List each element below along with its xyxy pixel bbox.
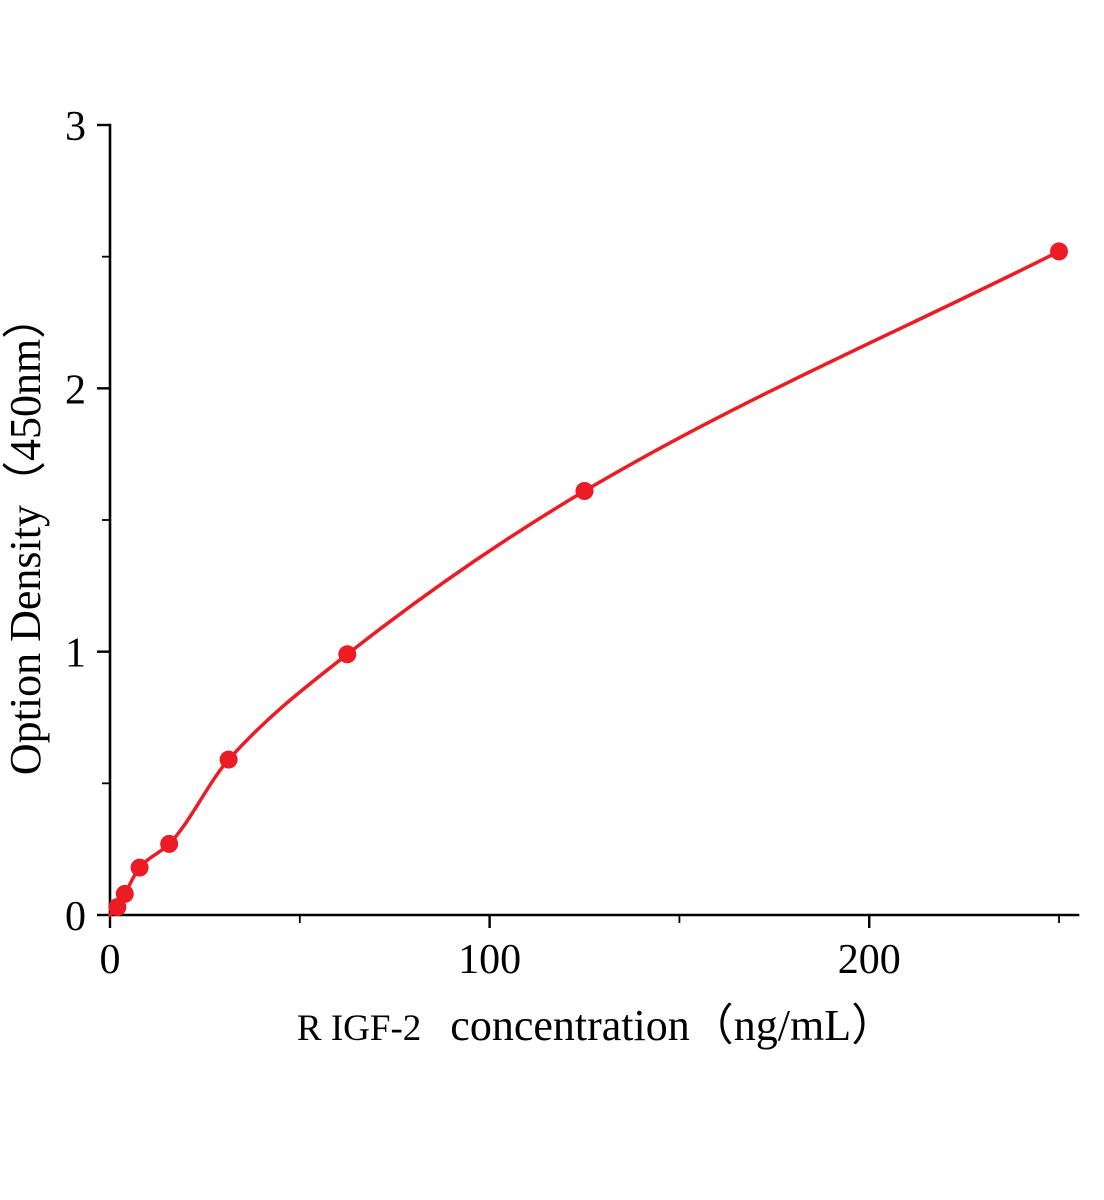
y-tick-label: 2 bbox=[65, 367, 86, 413]
data-point bbox=[338, 645, 357, 664]
minor-ticks bbox=[102, 255, 1060, 923]
y-axis-title: Option Density（450nm） bbox=[1, 295, 50, 775]
x-tick-label: 0 bbox=[100, 937, 121, 983]
x-axis-title: R IGF-2 concentration（ng/mL） bbox=[297, 1001, 895, 1050]
data-point-markers bbox=[108, 242, 1068, 917]
x-tick-label: 200 bbox=[838, 937, 901, 983]
y-tick-label: 1 bbox=[65, 631, 86, 677]
y-tick-label: 0 bbox=[65, 894, 86, 940]
x-tick-label: 100 bbox=[458, 937, 521, 983]
x-axis-title-prefix: R IGF-2 bbox=[297, 1008, 421, 1049]
data-point bbox=[130, 858, 149, 877]
major-ticks bbox=[97, 123, 871, 928]
standard-curve-line bbox=[108, 249, 1061, 917]
y-tick-label: 3 bbox=[65, 104, 86, 150]
x-axis-title-main: concentration（ng/mL） bbox=[450, 1001, 895, 1050]
data-point bbox=[115, 884, 134, 903]
data-point bbox=[1050, 242, 1068, 261]
data-point bbox=[160, 834, 179, 853]
data-point bbox=[219, 750, 238, 769]
data-point bbox=[575, 482, 594, 500]
tick-labels: 0 100 200 0 1 2 3 bbox=[65, 104, 901, 983]
data-point bbox=[108, 898, 127, 917]
